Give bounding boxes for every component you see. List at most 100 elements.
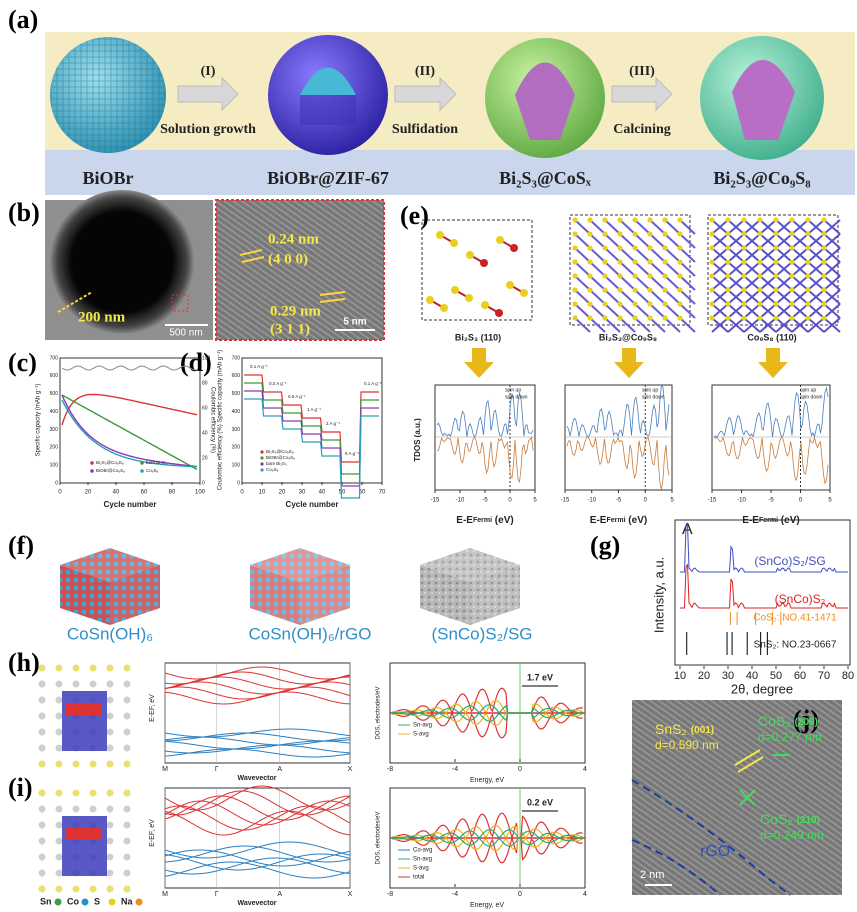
gap-label: 0.2 eV — [527, 797, 553, 807]
atom — [821, 273, 827, 279]
density — [62, 691, 107, 751]
d-spacing: d=0.277 nm — [758, 730, 822, 744]
curve — [164, 744, 350, 754]
bond — [791, 247, 809, 263]
material: BiOBr — [82, 168, 133, 188]
bond — [664, 275, 681, 291]
bond — [823, 219, 841, 235]
bond — [664, 247, 681, 263]
atom — [123, 853, 131, 861]
atom — [587, 315, 593, 321]
atom — [55, 744, 63, 752]
y-label: E-EF, eV — [149, 819, 156, 847]
bond — [679, 219, 696, 235]
atom — [805, 301, 811, 307]
atom — [123, 869, 131, 877]
atom — [709, 245, 715, 251]
bond — [634, 247, 651, 263]
y-tick-label: 400 — [50, 409, 59, 415]
atom — [106, 789, 114, 797]
x-tick-label: 10 — [259, 490, 266, 496]
atom — [481, 301, 489, 309]
atom — [789, 217, 795, 223]
bond — [775, 317, 793, 333]
bond — [589, 247, 606, 263]
atom — [72, 680, 80, 688]
atom — [805, 273, 811, 279]
bond — [589, 275, 606, 291]
bond — [619, 219, 636, 235]
atom — [602, 217, 608, 223]
bond — [679, 303, 696, 319]
atom — [572, 273, 578, 279]
bond — [634, 233, 651, 249]
bond — [743, 303, 761, 319]
atom — [38, 680, 46, 688]
x-tick-label: -15 — [708, 498, 717, 504]
atom — [89, 885, 97, 893]
atom — [38, 760, 46, 768]
bond — [589, 261, 606, 277]
x-tick-label: -4 — [452, 891, 458, 898]
curve — [164, 861, 350, 879]
y-tick-label: 0 — [237, 480, 240, 486]
atom — [123, 728, 131, 736]
bond — [759, 219, 777, 235]
atom — [677, 217, 683, 223]
atom — [662, 315, 668, 321]
x-tick-label: 50 — [770, 670, 782, 682]
atom — [106, 837, 114, 845]
bond — [727, 247, 745, 263]
step-numeral: (II) — [415, 64, 436, 79]
atom — [789, 273, 795, 279]
y-label: DOS, electrodes/eV — [376, 686, 382, 739]
zoom-box — [171, 294, 189, 312]
panel-label: (j) — [793, 705, 819, 734]
bond — [807, 219, 825, 235]
x-label-part: Fermi — [759, 517, 778, 524]
bond — [823, 275, 841, 291]
bond — [604, 233, 621, 249]
legend-label: spin down — [800, 394, 823, 400]
x-label-part: E-E — [456, 515, 473, 526]
atom — [55, 712, 63, 720]
x-tick-label: 70 — [818, 670, 830, 682]
atom — [805, 231, 811, 237]
atom — [677, 315, 683, 321]
panel-label: (g) — [590, 531, 620, 560]
material: BiOBr@ZIF-67 — [267, 168, 389, 188]
bond — [743, 247, 761, 263]
bond — [823, 261, 841, 277]
atom — [55, 837, 63, 845]
legend-label: Co₉S₈ — [146, 468, 159, 473]
curve — [391, 711, 583, 739]
curve — [61, 394, 198, 471]
bond — [649, 275, 666, 291]
x-tick-label: 0 — [58, 490, 62, 496]
curve — [164, 736, 350, 746]
curve — [392, 837, 583, 847]
phase: SnS₂ (001) — [655, 721, 714, 737]
phase: SnS₂ — [655, 721, 687, 737]
atom — [55, 869, 63, 877]
x-label: Cycle number — [286, 500, 339, 509]
legend-label: Sn-avg — [413, 857, 432, 863]
atom — [38, 837, 46, 845]
bond — [775, 289, 793, 305]
y-tick-label: 300 — [50, 427, 59, 433]
atom — [632, 231, 638, 237]
legend-label: S-avg — [413, 732, 429, 738]
atom — [789, 231, 795, 237]
y-tick-label: 80 — [202, 380, 208, 386]
bond — [679, 317, 696, 333]
bond — [589, 233, 606, 249]
bond — [634, 219, 651, 235]
atom — [55, 696, 63, 704]
material: CoSn(OH)₆ — [67, 624, 153, 643]
bond — [664, 219, 681, 235]
step-text: Calcining — [613, 122, 671, 137]
atom — [602, 273, 608, 279]
atom — [632, 287, 638, 293]
legend-label: Bi₂S₃@Co₉S₈ — [266, 449, 294, 454]
y-tick-label: 0 — [202, 480, 205, 486]
